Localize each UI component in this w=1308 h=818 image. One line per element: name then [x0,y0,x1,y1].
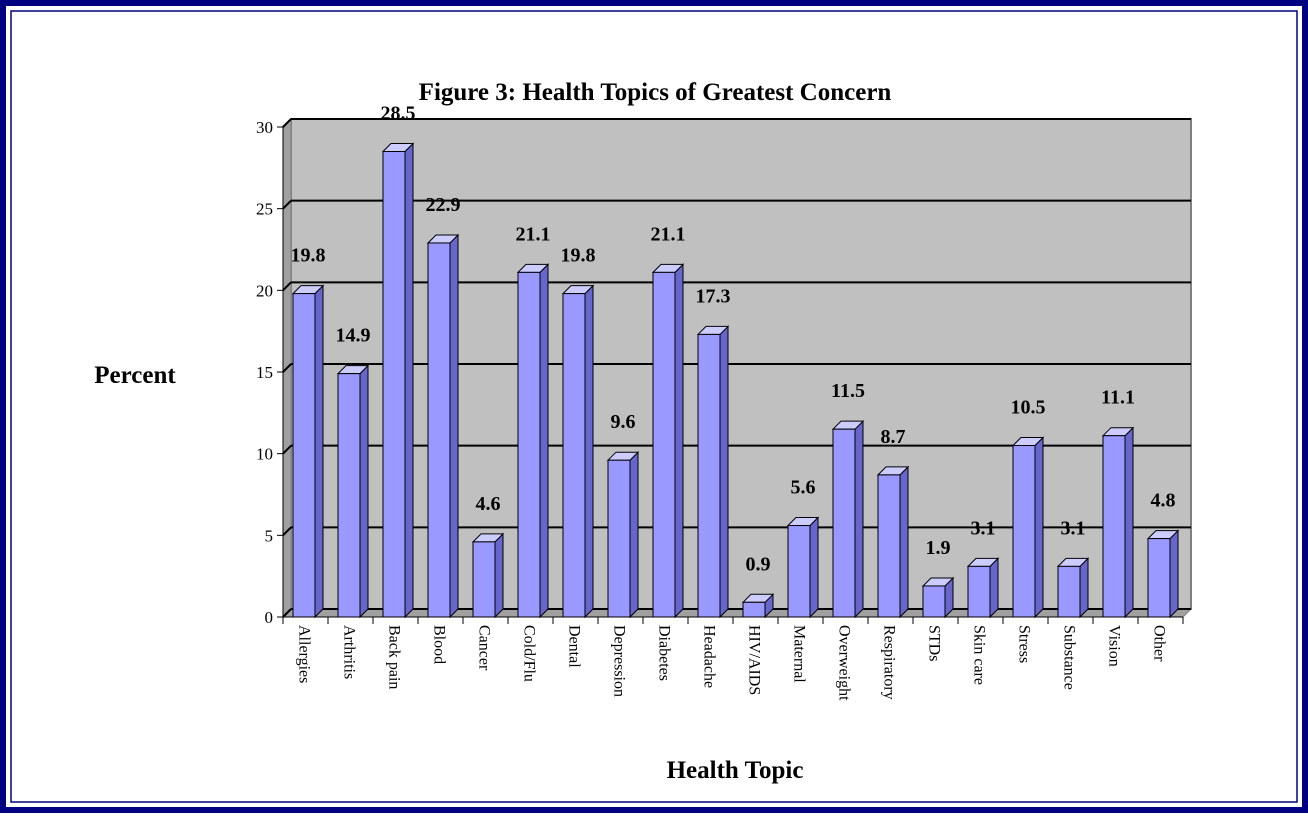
grid-line [282,199,292,210]
x-tick-label: Blood [431,625,448,664]
value-label: 4.6 [476,493,501,515]
bar-side [629,450,639,619]
bar-side [1169,529,1179,619]
value-label: 14.9 [336,325,371,347]
value-label: 3.1 [1061,517,1086,539]
bar [742,601,766,618]
bar [427,242,451,618]
bar-side [584,284,594,619]
value-label: 4.8 [1151,490,1176,512]
grid-line [282,363,292,373]
bar-side [1124,426,1134,619]
x-tick-label: Depression [611,625,628,697]
value-label: 3.1 [971,517,996,539]
bar [832,428,856,618]
bar [337,373,361,618]
bar [877,474,901,618]
bar [922,585,946,618]
y-tick-label: 5 [265,526,274,545]
value-label: 1.9 [926,537,951,559]
x-axis-label: Health Topic [667,757,804,784]
bar [607,459,631,618]
value-label: 0.9 [746,553,771,575]
value-label: 28.5 [381,103,416,125]
bar [652,271,676,618]
bar-side [359,364,369,619]
x-tick-label: Maternal [791,625,808,683]
grid-line [282,444,292,455]
bar-side [854,419,864,619]
bar-side [899,465,909,619]
value-label: 17.3 [696,285,731,307]
value-label: 19.8 [561,245,596,267]
bar-side [314,284,324,619]
value-label: 22.9 [426,194,461,216]
value-label: 11.5 [831,380,865,402]
bar [472,541,496,618]
bar-side [1034,436,1044,619]
y-tick-label: 20 [256,281,273,300]
grid-line [282,526,292,537]
grid-line [282,608,292,618]
bar [1102,435,1126,618]
x-tick-label: Overweight [836,625,853,701]
bar [292,293,316,618]
y-axis-label: Percent [94,362,176,389]
bar-side [674,263,684,619]
bar [517,271,541,618]
grid-line [282,118,292,128]
bar-side [719,325,729,619]
x-tick-label: Diabetes [656,625,673,681]
x-tick-label: Substance [1061,625,1078,690]
x-tick-label: Dental [566,625,583,668]
y-tick-label: 15 [256,363,273,382]
x-tick-label: Stress [1016,625,1033,663]
bar-side [809,516,819,619]
bar [697,333,721,618]
x-tick-label: Headache [701,625,718,688]
y-tick-label: 0 [265,608,274,627]
x-tick-label: Other [1151,625,1168,662]
bar [1012,445,1036,618]
bar [1147,538,1171,618]
bar-side [1079,557,1089,619]
value-label: 5.6 [791,477,816,499]
chart-title: Figure 3: Health Topics of Greatest Conc… [419,79,892,106]
bar [787,525,811,618]
value-label: 19.8 [291,245,326,267]
inner-border [10,10,1298,803]
bar-side [449,233,459,619]
y-tick-label: 10 [256,445,273,464]
bar [967,565,991,618]
x-tick-label: HIV/AIDS [746,625,763,695]
bar [382,151,406,618]
floor [281,608,1193,618]
value-label: 8.7 [881,426,906,448]
value-label: 11.1 [1101,387,1135,409]
x-tick-label: Cancer [476,625,493,671]
value-label: 10.5 [1011,397,1046,419]
bar-side [404,142,414,619]
x-tick-label: Cold/Flu [521,625,538,682]
y-tick-label: 25 [256,200,273,219]
value-label: 9.6 [611,411,636,433]
grid-line [282,281,292,292]
x-tick-label: Vision [1106,625,1123,667]
bar-side [539,263,549,619]
value-label: 21.1 [516,223,551,245]
bar-side [989,557,999,619]
x-tick-label: Arthritis [341,625,358,679]
bar [562,293,586,618]
x-tick-label: Back pain [386,625,403,689]
bar-side [494,532,504,619]
value-label: 21.1 [651,223,686,245]
x-tick-label: Skin care [971,625,988,685]
y-tick-label: 30 [256,118,273,137]
bar [1057,565,1081,618]
x-tick-label: STDs [926,625,943,661]
x-tick-label: Respiratory [881,625,898,700]
x-tick-label: Allergies [296,625,313,683]
